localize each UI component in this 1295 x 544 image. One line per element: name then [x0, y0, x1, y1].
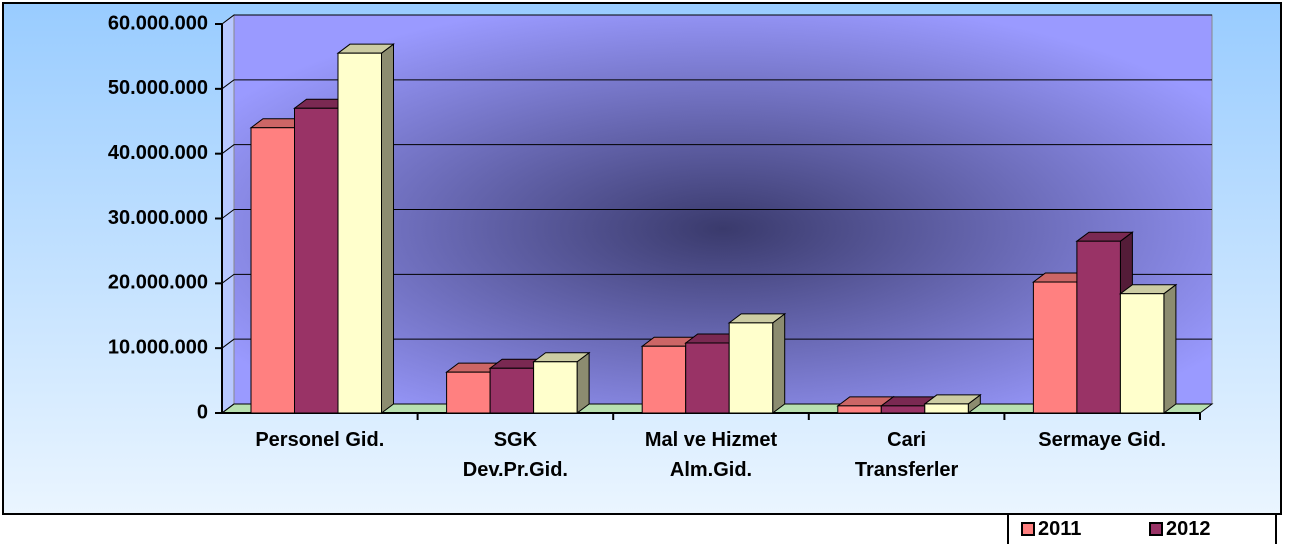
bar — [489, 367, 535, 414]
bar-side — [1163, 283, 1177, 414]
y-tick-label: 10.000.000 — [108, 336, 208, 358]
y-tick-label: 50.000.000 — [108, 77, 208, 99]
legend: 201120122013 — [1007, 513, 1277, 544]
bar — [837, 405, 882, 414]
grid-line — [221, 144, 1212, 155]
bar — [337, 52, 382, 414]
grid-line — [221, 338, 1212, 349]
bar — [728, 322, 774, 414]
bar — [880, 405, 926, 414]
bar — [250, 127, 295, 414]
x-tick-label: Sermaye Gid. — [1038, 429, 1167, 451]
legend-label: 2011 — [1038, 517, 1082, 540]
grid-line — [221, 14, 1212, 25]
bar — [641, 345, 687, 414]
bar — [446, 371, 491, 414]
x-tick-label: Mal ve Hizmet Alm.Gid. — [644, 429, 778, 481]
bar — [294, 107, 339, 414]
grid-line — [221, 209, 1212, 219]
bar — [685, 342, 730, 414]
x-tick-label: Cari Transferler — [854, 429, 959, 481]
bar — [1032, 281, 1078, 414]
bar — [924, 403, 969, 414]
legend-swatch — [1149, 522, 1163, 536]
bar — [533, 361, 578, 414]
x-tick-label: SGK Dev.Pr.Gid. — [462, 429, 568, 481]
bar — [1119, 293, 1165, 414]
y-tick-label: 0 — [197, 401, 208, 423]
legend-item: 2012 — [1149, 515, 1275, 543]
grid-line — [221, 273, 1212, 284]
x-tick-label: Personel Gid. — [255, 429, 385, 451]
bar-side — [381, 43, 394, 414]
legend-swatch — [1021, 522, 1035, 536]
bar — [1076, 240, 1121, 414]
y-tick-label: 40.000.000 — [108, 142, 208, 164]
bar-side — [772, 312, 786, 414]
bar-side — [576, 351, 590, 414]
y-tick-label: 60.000.000 — [108, 12, 208, 34]
chart: 0 10.000.000 20.000.000 30.000.000 40.000.00… — [108, 12, 1214, 423]
legend-label: 2012 — [1166, 517, 1211, 540]
grid-line — [221, 79, 1212, 90]
chart-frame: 0 10.000.000 20.000.000 30.000.000 40.000.00… — [2, 2, 1282, 515]
y-tick-label: 20.000.000 — [108, 272, 208, 294]
y-tick-label: 30.000.000 — [108, 207, 208, 229]
legend-item: 2011 — [1021, 515, 1149, 543]
